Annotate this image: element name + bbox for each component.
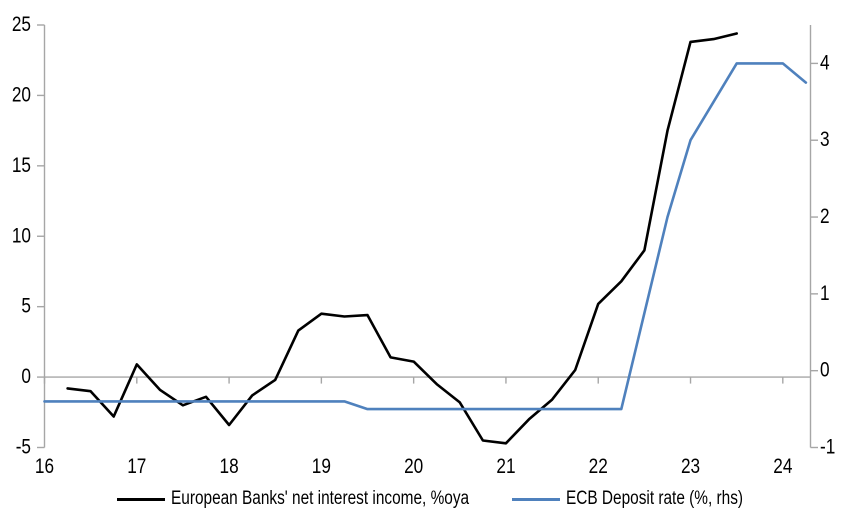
x-axis-tick-label: 18 — [220, 456, 239, 479]
left-axis-tick-label: 5 — [21, 295, 31, 318]
right-axis-tick-label: 4 — [820, 52, 830, 75]
x-axis-tick-label: 23 — [681, 456, 700, 479]
left-axis-tick-label: 25 — [12, 14, 31, 37]
right-axis-tick-label: -1 — [820, 436, 835, 459]
nii-line — [66, 32, 739, 445]
x-axis-tick-label: 18 — [220, 456, 239, 479]
x-axis-tick-label: 22 — [589, 456, 608, 479]
left-axis-tick-label: 0 — [21, 366, 31, 389]
x-axis-tick-label: 20 — [404, 456, 423, 479]
right-axis-tick-label: 2 — [820, 206, 830, 229]
right-axis-tick-label: 3 — [820, 129, 830, 152]
x-axis-tick-label: 17 — [127, 456, 146, 479]
legend-label-nii: European Banks' net interest income, %oy… — [171, 488, 470, 509]
legend-item-nii: European Banks' net interest income, %oy… — [117, 487, 539, 511]
x-axis-tick-label: 19 — [312, 456, 331, 479]
left-axis-tick-label: 15 — [12, 154, 31, 177]
x-axis-tick-label: 17 — [127, 456, 146, 479]
left-axis-tick-label: 20 — [12, 84, 31, 107]
left-axis-tick-label: -5 — [16, 436, 31, 459]
x-axis-tick-label: 16 — [35, 456, 54, 479]
ecb-line — [43, 62, 808, 411]
x-axis-tick-label: 19 — [312, 456, 331, 479]
legend-label-ecb: ECB Deposit rate (%, rhs) — [566, 488, 744, 509]
x-axis-tick-label: 20 — [404, 456, 423, 479]
x-axis-tick-label: 21 — [496, 456, 515, 479]
nii-line-swatch — [117, 497, 165, 501]
left-axis-tick-label: 10 — [12, 225, 31, 248]
x-axis-tick-label: 21 — [496, 456, 515, 479]
right-axis-tick-label: -1 — [820, 436, 835, 459]
right-axis-tick-label: 4 — [820, 52, 830, 75]
left-axis-tick-label: 20 — [12, 84, 31, 107]
x-axis-tick-label: 23 — [681, 456, 700, 479]
left-axis-tick-label: 0 — [21, 366, 31, 389]
x-axis-tick-label: 16 — [35, 456, 54, 479]
x-axis-tick-label: 24 — [773, 456, 792, 479]
right-axis-tick-label: 2 — [820, 206, 830, 229]
right-axis-tick-label: 1 — [820, 282, 830, 305]
right-axis-tick-label: 3 — [820, 129, 830, 152]
left-axis-tick-label: -5 — [16, 436, 31, 459]
ecb-line-swatch — [512, 497, 560, 501]
left-axis-tick-label: 25 — [12, 14, 31, 37]
x-axis-tick-label: 22 — [589, 456, 608, 479]
left-axis-tick-label: 10 — [12, 225, 31, 248]
left-axis-tick-label: 15 — [12, 154, 31, 177]
right-axis-tick-label: 1 — [820, 282, 830, 305]
left-axis-tick-label: 5 — [21, 295, 31, 318]
x-axis-tick-label: 24 — [773, 456, 792, 479]
right-axis-tick-label: 0 — [820, 359, 830, 382]
legend-item-ecb: ECB Deposit rate (%, rhs) — [512, 487, 785, 511]
right-axis-tick-label: 0 — [820, 359, 830, 382]
